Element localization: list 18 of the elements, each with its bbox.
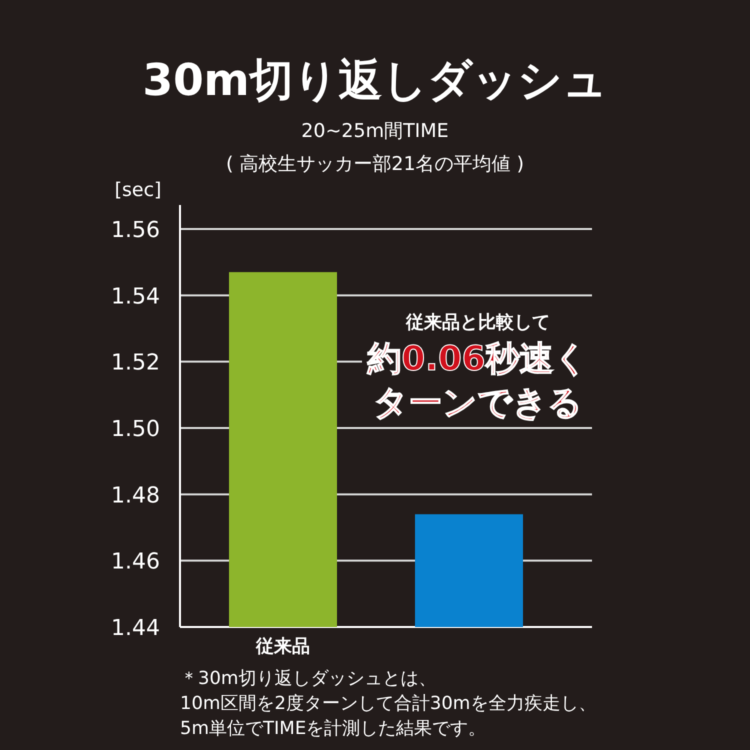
y-tick-label: 1.52: [111, 350, 160, 376]
y-tick-label: 1.48: [111, 483, 160, 508]
x-tick-label: 従来品: [255, 636, 310, 657]
y-tick-label: 1.44: [111, 616, 160, 641]
annotation: 約0.06秒速く: [366, 339, 588, 379]
annotation: ターンできる: [374, 383, 582, 423]
y-tick-label: 1.46: [111, 550, 160, 575]
y-tick-label: 1.54: [111, 284, 160, 310]
text: ＊30m切り返しダッシュとは、: [180, 668, 436, 689]
text: 10m区間を2度ターンして合計30mを全力疾走し、: [180, 693, 596, 714]
annotation: 従来品と比較して: [405, 312, 550, 333]
y-axis-title: [sec]: [114, 179, 162, 201]
y-tick-label: 1.56: [111, 218, 160, 243]
y-tick-label: 1.50: [111, 417, 160, 442]
chart-subtitle: 20~25m間TIME: [301, 120, 449, 142]
text: 5m単位でTIMEを計測した結果です。: [180, 718, 486, 739]
text: ( 高校生サッカー部21名の平均値 ): [226, 153, 524, 175]
chart-title: 30m切り返しダッシュ: [142, 55, 608, 106]
